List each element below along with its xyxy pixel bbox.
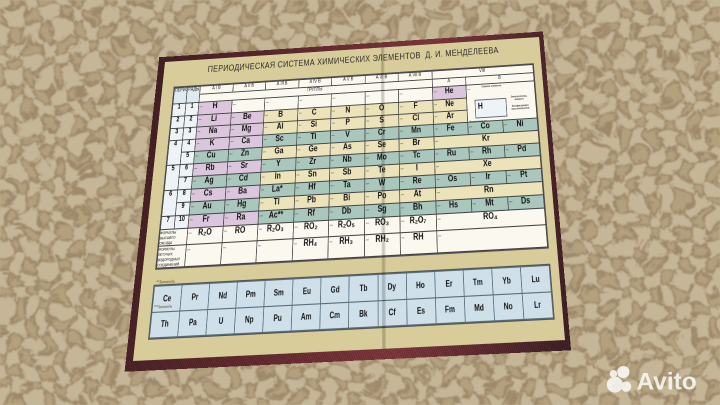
svg-text:Avito: Avito (636, 368, 696, 395)
